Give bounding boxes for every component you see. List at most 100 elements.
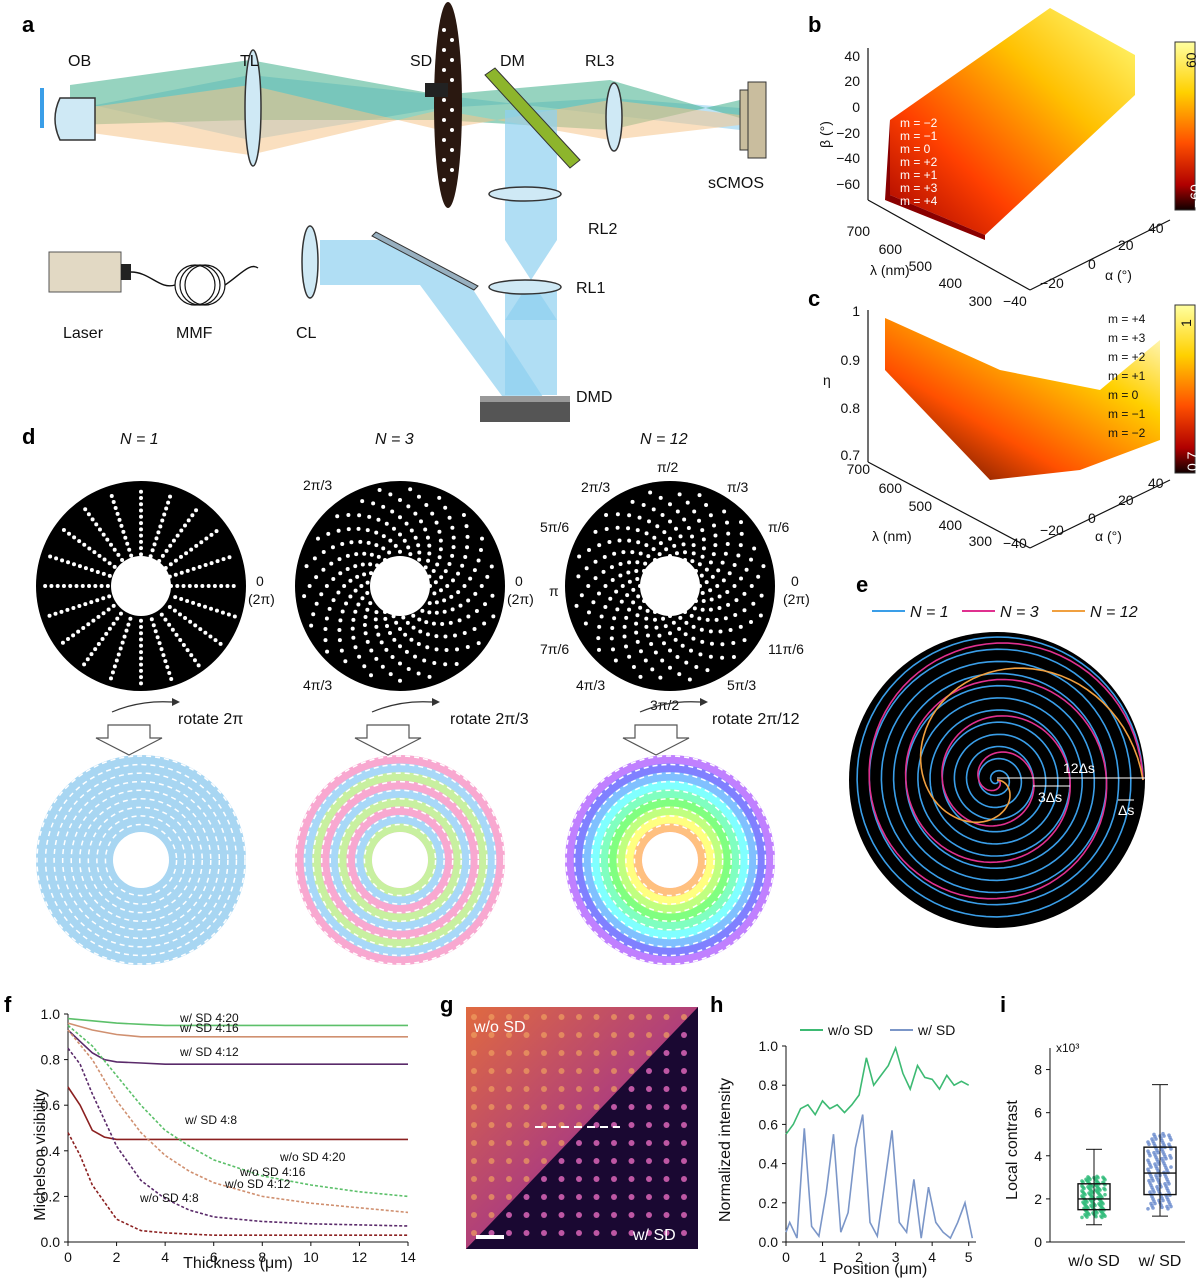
pinhole (603, 604, 608, 609)
pinhole (586, 610, 591, 615)
pinhole (424, 502, 429, 507)
pinhole (384, 521, 389, 526)
pinhole (150, 548, 155, 553)
pinhole (683, 632, 688, 637)
disk-n12 (565, 481, 775, 691)
scatter-point (1097, 1201, 1101, 1206)
spot (471, 1122, 477, 1128)
pinhole (404, 649, 409, 654)
pinhole (738, 543, 743, 548)
pinhole (713, 543, 718, 548)
scatter-point (1160, 1156, 1164, 1161)
ring-dash (608, 798, 732, 922)
pinhole (112, 547, 117, 552)
pinhole (80, 584, 85, 588)
pinhole (462, 584, 467, 588)
pinhole (220, 610, 225, 615)
pinhole (651, 507, 656, 512)
pinhole (636, 540, 641, 545)
pinhole (139, 521, 143, 526)
ring-dash (565, 755, 775, 965)
pinhole (336, 528, 341, 533)
pinhole (304, 564, 309, 569)
spot (576, 1032, 582, 1038)
scatter-point (1161, 1131, 1165, 1136)
pinhole (411, 613, 416, 618)
spot (628, 1086, 635, 1092)
h-legend-2: w/ SD (917, 1022, 955, 1038)
pinhole (624, 615, 629, 620)
pinhole (652, 535, 657, 540)
pinhole (654, 625, 659, 630)
spot (576, 1158, 582, 1164)
spot (628, 1014, 635, 1020)
series-label: w/o SD 4:20 (279, 1150, 346, 1164)
pinhole (101, 571, 106, 576)
pinhole (185, 568, 190, 573)
x-tick-label: 5 (965, 1249, 973, 1265)
pinhole (466, 614, 471, 619)
pinhole (720, 655, 725, 660)
pinhole (722, 509, 727, 514)
pinhole (705, 617, 710, 622)
scatter-point (1083, 1212, 1087, 1217)
pinhole (337, 627, 342, 632)
camera-body (747, 81, 767, 159)
pinhole (125, 541, 130, 546)
spot (593, 1068, 600, 1074)
axis-b-x (1029, 219, 1171, 291)
spot (506, 1104, 512, 1110)
scatter-point (1154, 1173, 1158, 1178)
axis-c-z (867, 461, 1031, 549)
scatter-point (1094, 1188, 1098, 1192)
x-tick-label: 8 (258, 1249, 266, 1265)
pinhole (351, 635, 356, 640)
pinhole (107, 626, 112, 631)
c-xlabel: α (°) (1095, 528, 1122, 544)
ring-dash (61, 780, 221, 940)
surface-b (890, 8, 1135, 235)
scatter-point (1153, 1162, 1157, 1166)
c-ztick: 600 (879, 480, 903, 496)
pinhole (60, 640, 65, 645)
spot (663, 1194, 670, 1200)
pinhole (97, 553, 102, 558)
spot (541, 1032, 547, 1038)
pinhole (104, 631, 109, 636)
y-tick-label: 4 (1034, 1148, 1042, 1164)
pinhole (448, 620, 453, 625)
pinhole (139, 489, 143, 494)
pinhole (353, 588, 358, 593)
category-label: w/ SD (1138, 1253, 1182, 1270)
spot (576, 1176, 582, 1182)
colorbar-b (1174, 41, 1196, 211)
pinhole (175, 533, 180, 538)
pinhole (369, 673, 374, 678)
pinhole (115, 616, 120, 621)
pinhole (90, 517, 95, 522)
pinhole (417, 550, 422, 555)
pinhole (89, 568, 94, 573)
disk12-angle-labels: π/2 2π/3 π/3 5π/6 π/6 π 0 (2π) 7π/6 11π/… (540, 459, 810, 713)
ring-dash (36, 755, 246, 965)
pinhole (121, 529, 126, 534)
pinhole (366, 540, 371, 545)
pinhole (610, 625, 615, 630)
pinhole (167, 604, 172, 609)
pinhole (620, 584, 625, 588)
b-ytick: 40 (844, 48, 860, 64)
c-xtick: 20 (1118, 492, 1134, 508)
pinhole (215, 559, 220, 564)
pinhole (388, 538, 393, 543)
pinhole (164, 506, 169, 511)
pinhole (139, 631, 143, 636)
pinhole (190, 513, 195, 518)
pinhole (432, 661, 437, 666)
pinhole (447, 561, 452, 566)
pinhole (700, 639, 705, 644)
pinhole (711, 523, 716, 528)
spot (541, 1086, 547, 1092)
y-tick-label: 0.0 (41, 1234, 61, 1250)
pinhole (331, 576, 336, 581)
angle-label: 2π/3 (581, 479, 610, 495)
